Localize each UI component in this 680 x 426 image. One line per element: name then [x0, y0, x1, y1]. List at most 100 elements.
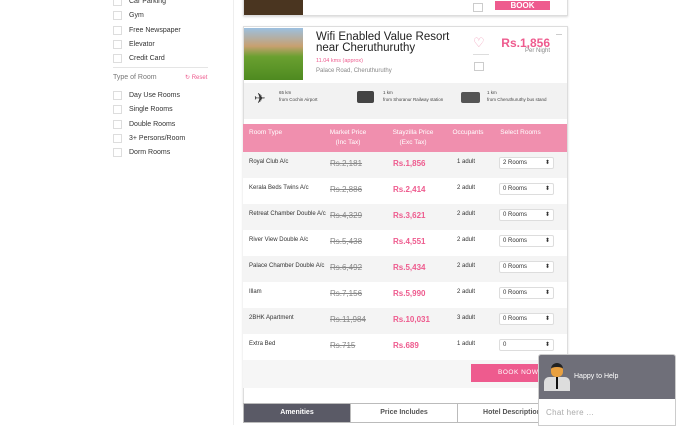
- table-row: River View Double A/c Rs.5,438 Rs.4,551 …: [243, 230, 567, 256]
- book-button[interactable]: BOOK: [495, 1, 550, 10]
- checkbox[interactable]: [113, 11, 122, 21]
- stayzilla-price: Rs.2,414: [393, 185, 426, 194]
- compare-icon[interactable]: [474, 62, 484, 71]
- room-type-label: Day Use Rooms: [129, 92, 180, 99]
- table-row: Extra Bed Rs.715 Rs.689 1 adult 0: [243, 334, 567, 360]
- rooms-select[interactable]: 0: [499, 339, 554, 351]
- airport-label: from Cochin Airport: [279, 97, 318, 102]
- header-select-rooms: Select Rooms: [500, 129, 541, 136]
- market-price: Rs.2,181: [330, 159, 363, 168]
- market-price: Rs.2,886: [330, 185, 363, 194]
- collapse-icon[interactable]: [556, 34, 562, 35]
- hotel-image: [244, 0, 303, 15]
- occupants: 2 adult: [457, 185, 476, 191]
- table-row: Royal Club A/c Rs.2,181 Rs.1,856 1 adult…: [243, 152, 567, 178]
- divider: [473, 54, 489, 55]
- plane-icon: ✈: [254, 90, 266, 106]
- header-market-price: Market Price (Inc Tax): [329, 129, 367, 146]
- room-type: Palace Chamber Double A/c: [249, 263, 325, 269]
- amenity-label: Car Parking: [129, 0, 166, 5]
- stayzilla-price: Rs.3,621: [393, 211, 426, 220]
- table-row: Palace Chamber Double A/c Rs.6,492 Rs.5,…: [243, 256, 567, 282]
- room-type-title: Type of Room: [113, 74, 157, 81]
- hotel-distance: 11.04 kms (approx): [316, 58, 363, 64]
- sidebar-border: [233, 0, 234, 425]
- hotel-image[interactable]: [244, 28, 303, 80]
- agent-avatar: [544, 363, 570, 391]
- hotel-price: Rs.1,856: [501, 36, 550, 50]
- airport-distance: 65 km: [279, 90, 292, 95]
- room-type-label: 3+ Persons/Room: [129, 134, 186, 142]
- room-type: Illam: [249, 289, 262, 295]
- market-price: Rs.5,438: [330, 237, 363, 246]
- checkbox[interactable]: [113, 0, 122, 6]
- book-now-button[interactable]: BOOK NOW: [471, 364, 551, 382]
- table-row: Illam Rs.7,156 Rs.5,990 2 adult 0 Rooms: [243, 282, 567, 308]
- checkbox[interactable]: [113, 105, 122, 115]
- occupants: 2 adult: [457, 211, 476, 217]
- bus-label: from Cheruthuruthy bus stand: [487, 97, 547, 102]
- stayzilla-price: Rs.689: [393, 341, 419, 350]
- chat-input[interactable]: Chat here ...: [546, 408, 594, 417]
- divider: [113, 67, 208, 68]
- occupants: 2 adult: [457, 289, 476, 295]
- header-occupants: Occupants: [452, 129, 484, 136]
- occupants: 1 adult: [457, 341, 476, 347]
- heart-icon[interactable]: ♡: [473, 35, 485, 50]
- checkbox[interactable]: [113, 148, 122, 158]
- room-type-label: Double Rooms: [129, 120, 176, 128]
- room-type: Extra Bed: [249, 341, 276, 347]
- refresh-icon: ↻: [185, 75, 191, 81]
- chat-title: Happy to Help: [574, 373, 619, 380]
- checkbox[interactable]: [113, 25, 122, 35]
- stayzilla-price: Rs.10,031: [393, 315, 430, 324]
- rooms-select[interactable]: 0 Rooms: [499, 313, 554, 325]
- tab-price-includes[interactable]: Price Includes: [350, 403, 458, 423]
- chat-widget: Happy to Help Chat here ...: [538, 354, 676, 426]
- header-room-type: Room Type: [249, 129, 283, 136]
- reset-button[interactable]: ↻ Reset: [185, 75, 208, 81]
- room-type: Royal Club A/c: [249, 159, 289, 165]
- stayzilla-price: Rs.1,856: [393, 159, 426, 168]
- occupants: 2 adult: [457, 263, 476, 269]
- room-type: Retreat Chamber Double A/c: [249, 211, 326, 217]
- room-type: River View Double A/c: [249, 237, 309, 243]
- market-price: Rs.7,156: [330, 289, 363, 298]
- stayzilla-price: Rs.5,434: [393, 263, 426, 272]
- checkbox[interactable]: [113, 119, 122, 129]
- checkbox[interactable]: [113, 39, 122, 49]
- table-header: Room Type Market Price (Inc Tax) Stayzil…: [243, 124, 567, 152]
- rooms-select[interactable]: 0 Rooms: [499, 183, 554, 195]
- compare-icon[interactable]: [473, 3, 483, 12]
- chat-header[interactable]: Happy to Help: [539, 355, 675, 399]
- stayzilla-price: Rs.5,990: [393, 289, 426, 298]
- bus-distance: 1 km: [487, 90, 497, 95]
- market-price: Rs.4,329: [330, 211, 363, 220]
- hotel-address: Palace Road, Cheruthuruthy: [316, 68, 392, 74]
- market-price: Rs.11,984: [330, 315, 366, 324]
- amenity-label: Gym: [129, 12, 144, 20]
- hotel-name[interactable]: Wifi Enabled Value Resort near Cheruthur…: [316, 31, 450, 54]
- train-icon: [357, 91, 374, 103]
- tab-amenities[interactable]: Amenities: [243, 403, 351, 423]
- railway-label: from Shoranur Railway station: [383, 97, 444, 102]
- room-type-label: Dorm Rooms: [129, 149, 171, 157]
- transport-bar: ✈ 65 km from Cochin Airport 1 km from Shor…: [244, 83, 567, 119]
- previous-hotel-card: BOOK: [243, 0, 568, 16]
- table-row: Kerala Beds Twins A/c Rs.2,886 Rs.2,414 …: [243, 178, 567, 204]
- rooms-select[interactable]: 0 Rooms: [499, 235, 554, 247]
- rooms-select[interactable]: 0 Rooms: [499, 261, 554, 273]
- rooms-select[interactable]: 0 Rooms: [499, 209, 554, 221]
- checkbox[interactable]: [113, 54, 122, 64]
- occupants: 1 adult: [457, 159, 476, 165]
- checkbox[interactable]: [113, 91, 122, 100]
- rooms-select[interactable]: 0 Rooms: [499, 287, 554, 299]
- header-stayzilla-price: Stayzilla Price (Exc Tax): [392, 129, 434, 146]
- occupants: 2 adult: [457, 237, 476, 243]
- occupants: 3 adult: [457, 315, 476, 321]
- checkbox[interactable]: [113, 133, 122, 143]
- amenity-label: Credit Card: [129, 55, 165, 63]
- room-type: 2BHK Apartment: [249, 315, 294, 321]
- room-type: Kerala Beds Twins A/c: [249, 185, 309, 191]
- rooms-select[interactable]: 2 Rooms: [499, 157, 554, 169]
